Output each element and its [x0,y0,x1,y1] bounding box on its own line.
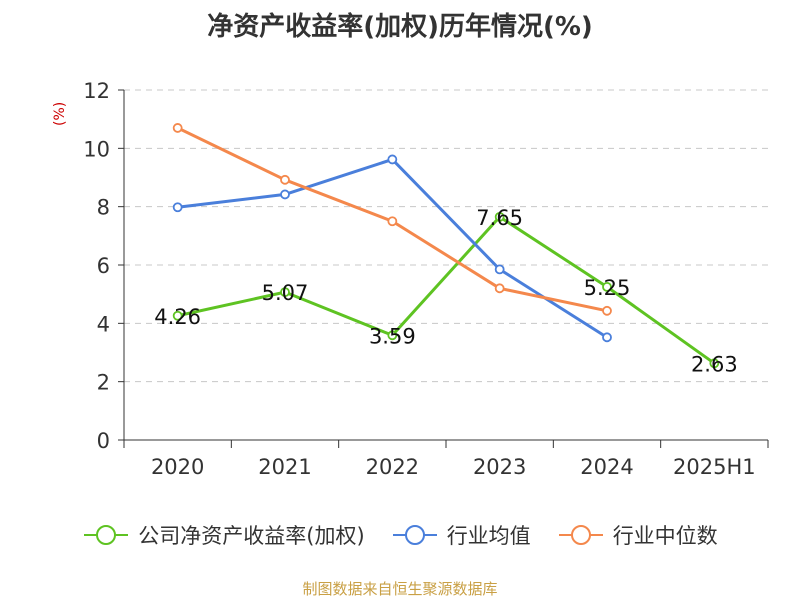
data-point [494,211,505,222]
data-point [494,283,505,294]
data-point [172,123,183,133]
series-layer [172,123,720,369]
data-point [172,202,183,213]
x-tick-label: 2024 [580,455,633,479]
y-tick-label: 2 [97,371,110,395]
legend-item-industry-median[interactable]: 行业中位数 [557,520,718,550]
data-point [280,287,290,298]
y-tick-label: 0 [97,429,110,453]
axis-layer: 0 2 4 6 8 10 12 2020 2021 2022 2023 2024 2025H1 [83,79,769,479]
x-tick-label: 2020 [151,455,204,479]
grid-layer [124,89,768,383]
series-line-1 [177,157,608,339]
chart-title: 净资产收益率(加权)历年情况(%) [207,12,593,42]
legend-label-industry-median: 行业中位数 [612,524,718,548]
data-label: 5.25 [584,276,631,300]
legend-item-industry-mean[interactable]: 行业均值 [391,520,531,550]
data-point [387,154,398,165]
data-point [494,264,505,275]
data-point [280,174,290,185]
data-label: 4.26 [154,305,201,329]
legend-symbol-company [84,525,129,545]
y-tick-label: 4 [97,312,110,336]
y-tick-label: 12 [83,79,110,103]
data-label: 7.65 [476,206,523,230]
x-tick-label: 2023 [473,455,526,479]
x-tick-label: 2025H1 [673,455,756,479]
label-layer: 4.26 5.07 3.59 7.65 5.25 2.63 [154,206,737,376]
y-tick-label: 10 [83,137,110,161]
legend: 公司净资产收益率(加权) 行业均值 行业中位数 [0,520,800,550]
data-point [387,330,398,341]
data-point [602,281,612,292]
x-tick-label: 2022 [366,455,419,479]
source-note: 制图数据来自恒生聚源数据库 [302,580,498,598]
data-label: 2.63 [691,352,738,376]
legend-symbol-industry-median [558,525,603,545]
legend-label-industry-mean: 行业均值 [446,524,531,548]
y-tick-label: 6 [97,254,110,278]
data-label: 3.59 [369,324,416,348]
data-point [387,216,398,227]
data-point [602,332,612,343]
legend-symbol-industry-mean [392,525,437,545]
data-point [709,358,720,369]
data-point [602,305,612,316]
x-tick-label: 2021 [258,455,311,479]
series-line-0 [177,215,716,365]
data-point [280,189,290,200]
legend-item-company[interactable]: 公司净资产收益率(加权) [82,520,365,550]
y-tick-label: 8 [97,196,110,220]
data-label: 5.07 [262,281,309,305]
legend-label-company: 公司净资产收益率(加权) [138,524,365,548]
data-point [172,310,183,321]
